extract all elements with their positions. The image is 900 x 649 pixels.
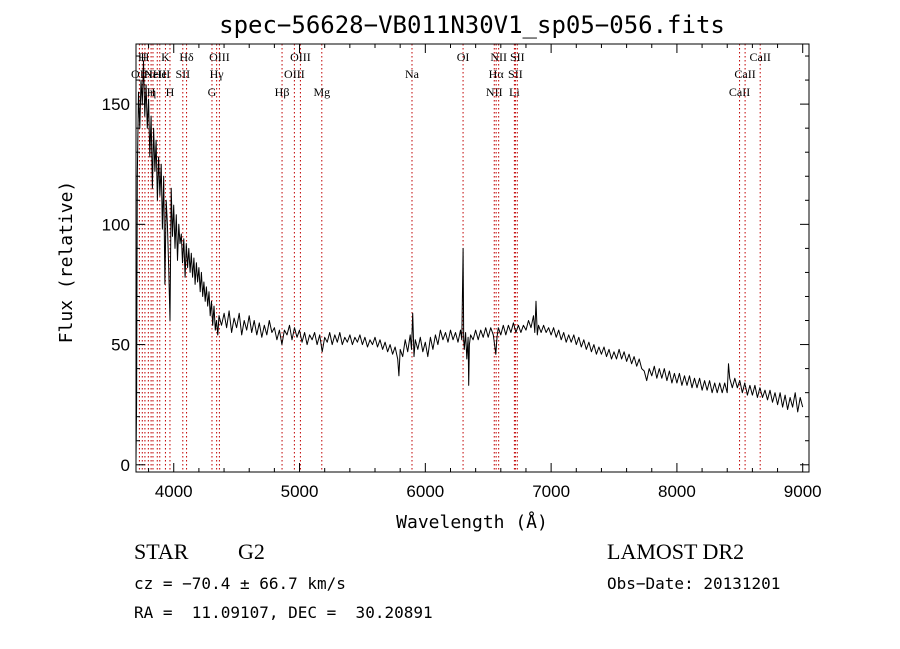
line-label-5: η xyxy=(150,85,156,99)
line-label-15: Hβ xyxy=(275,85,290,99)
object-class: STAR xyxy=(134,539,189,564)
line-label-10: SII xyxy=(175,67,190,81)
x-tick-label-0: 4000 xyxy=(155,482,193,501)
line-label-13: Hγ xyxy=(210,67,225,81)
y-tick-label-3: 150 xyxy=(102,95,130,114)
line-label-23: NII xyxy=(490,50,507,64)
line-label-29: CaII xyxy=(750,50,771,64)
line-label-11: Hδ xyxy=(179,50,194,64)
line-label-12: G xyxy=(208,85,217,99)
line-label-1: H xyxy=(138,50,147,64)
line-label-22: Hα xyxy=(489,67,505,81)
line-label-9: H xyxy=(166,85,175,99)
y-tick-label-1: 50 xyxy=(111,336,130,355)
line-label-28: CaII xyxy=(734,67,755,81)
plot-axes: 4000 5000 6000 7000 8000 9000 0 50 100 150 xyxy=(102,43,822,501)
line-label-27: CaII xyxy=(729,85,750,99)
line-label-25: SII xyxy=(508,67,523,81)
line-label-21: NII xyxy=(486,85,503,99)
line-label-20: OI xyxy=(457,50,470,64)
line-label-8: K xyxy=(161,50,170,64)
line-label-17: OIII xyxy=(290,50,311,64)
series-line-0 xyxy=(135,60,804,461)
line-label-24: Li xyxy=(509,85,520,99)
y-tick-label-0: 0 xyxy=(121,456,130,475)
spectrum-series xyxy=(135,60,804,461)
coordinates: RA = 11.09107, DEC = 30.20891 xyxy=(134,603,433,622)
redshift-value: cz = −70.4 ± 66.7 km/s xyxy=(134,574,346,593)
line-label-6: NeIII xyxy=(144,67,170,81)
line-label-2: H xyxy=(141,50,150,64)
survey-name: LAMOST DR2 xyxy=(607,539,745,564)
plot-frame xyxy=(135,43,810,473)
line-label-26: SII xyxy=(510,50,525,64)
x-tick-label-1: 5000 xyxy=(281,482,319,501)
object-subclass: G2 xyxy=(238,539,265,564)
line-label-18: Mg xyxy=(313,85,330,99)
line-label-7: He xyxy=(153,67,167,81)
chart-title: spec−56628−VB011N30V1_sp05−056.fits xyxy=(219,11,725,39)
spectral-line-markers: OIIHHHHηNeIIIHeKHSIIHδGHγOIIIHβOIIIOIIIM… xyxy=(131,44,771,472)
line-label-3: H xyxy=(144,67,153,81)
y-axis-label: Flux (relative) xyxy=(56,181,77,344)
observation-date: Obs−Date: 20131201 xyxy=(607,574,781,593)
x-tick-label-4: 8000 xyxy=(658,482,696,501)
line-label-16: OIII xyxy=(284,67,305,81)
x-tick-label-5: 9000 xyxy=(784,482,822,501)
x-tick-label-3: 7000 xyxy=(532,482,570,501)
y-tick-label-2: 100 xyxy=(102,215,130,234)
line-label-14: OIII xyxy=(209,50,230,64)
x-tick-label-2: 6000 xyxy=(406,482,444,501)
x-axis-label: Wavelength (Å) xyxy=(396,511,548,533)
line-label-4: H xyxy=(147,85,156,99)
line-label-19: Na xyxy=(405,67,420,81)
